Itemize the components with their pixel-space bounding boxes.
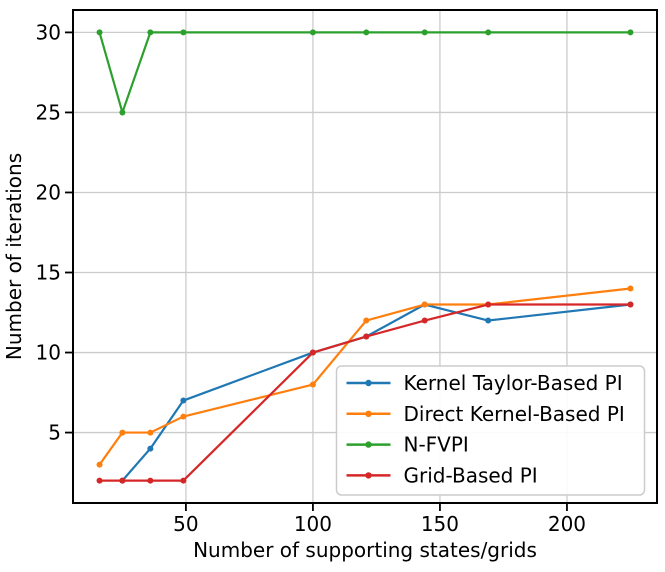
- legend-entry: N-FVPI: [346, 433, 469, 457]
- data-point-marker: [96, 461, 103, 468]
- data-point-marker: [180, 413, 187, 420]
- data-point-marker: [627, 285, 634, 292]
- x-tick-label: 200: [548, 512, 586, 536]
- x-axis-label: Number of supporting states/grids: [193, 538, 537, 562]
- data-point-marker: [96, 477, 103, 484]
- legend-label: Grid-Based PI: [404, 463, 538, 487]
- data-point-marker: [119, 429, 126, 436]
- data-point-marker: [180, 397, 187, 404]
- series-layer: [96, 29, 634, 484]
- plot-border: [72, 9, 658, 504]
- y-tick-label: 30: [36, 20, 61, 44]
- data-point-marker: [147, 429, 154, 436]
- data-point-marker: [119, 477, 126, 484]
- data-point-marker: [96, 29, 103, 36]
- legend-marker: [365, 410, 372, 417]
- y-tick-label: 20: [36, 180, 61, 204]
- data-point-marker: [421, 29, 428, 36]
- data-point-marker: [180, 29, 187, 36]
- legend-label: N-FVPI: [404, 433, 469, 457]
- legend-layer: Kernel Taylor-Based PI Direct Kernel-Base…: [335, 365, 646, 496]
- legend-marker: [365, 379, 372, 387]
- data-point-marker: [485, 29, 492, 36]
- data-point-marker: [147, 445, 154, 452]
- y-tick-label: 25: [36, 100, 61, 124]
- x-tick-label: 150: [421, 512, 459, 536]
- legend-label: Direct Kernel-Based PI: [404, 402, 625, 426]
- data-point-marker: [421, 317, 428, 324]
- y-axis-label: Number of iterations: [2, 153, 26, 360]
- y-tick-label: 15: [36, 261, 61, 285]
- legend-marker: [365, 472, 372, 479]
- axes-layer: 50 100 150 200 5 10 15 20 25 30: [36, 9, 658, 536]
- legend-marker: [365, 441, 372, 448]
- series-line: [98, 31, 632, 114]
- legend-label: Kernel Taylor-Based PI: [404, 371, 623, 395]
- data-point-marker: [147, 477, 154, 484]
- data-point-marker: [485, 301, 492, 308]
- x-tick-label: 100: [294, 512, 332, 536]
- data-point-marker: [363, 29, 370, 36]
- data-point-marker: [309, 381, 316, 388]
- y-tick-label: 5: [48, 421, 61, 445]
- x-tick-label: 50: [173, 512, 198, 536]
- data-point-marker: [180, 477, 187, 484]
- legend-entry: Direct Kernel-Based PI: [346, 402, 625, 426]
- data-point-marker: [485, 317, 492, 324]
- legend-entry: Grid-Based PI: [346, 463, 538, 487]
- data-point-marker: [627, 29, 634, 36]
- y-tick-label: 10: [36, 341, 61, 365]
- data-point-marker: [363, 333, 370, 340]
- data-point-marker: [421, 301, 428, 308]
- data-point-marker: [627, 301, 634, 308]
- data-point-marker: [119, 109, 126, 116]
- data-point-marker: [363, 317, 370, 324]
- legend-entry: Kernel Taylor-Based PI: [346, 371, 623, 395]
- legend-box: [335, 365, 646, 496]
- data-point-marker: [309, 29, 316, 36]
- data-point-marker: [147, 29, 154, 36]
- data-point-marker: [309, 349, 316, 356]
